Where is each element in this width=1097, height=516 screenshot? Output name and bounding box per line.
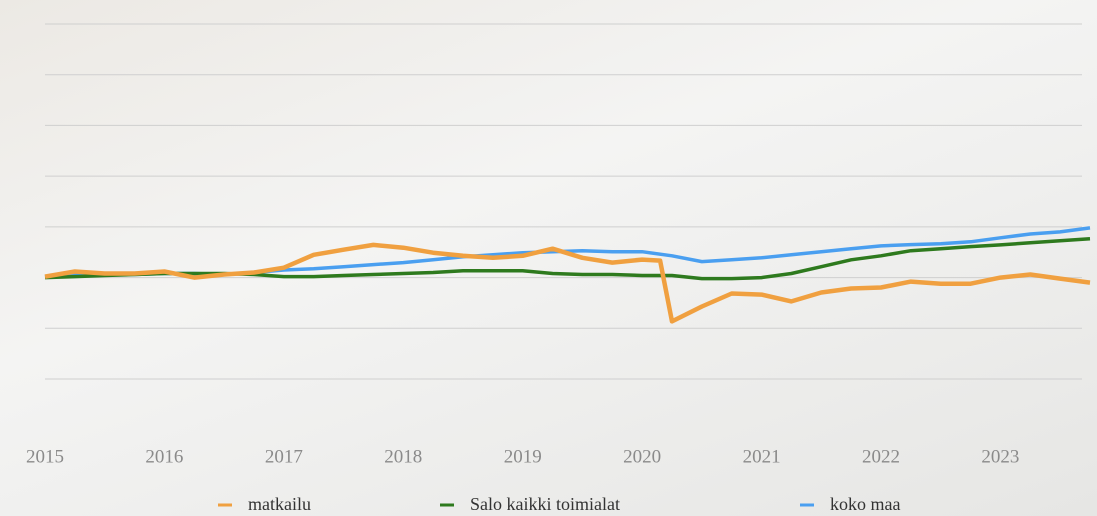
x-tick-label: 2021 <box>743 446 781 467</box>
x-tick-label: 2022 <box>862 446 900 467</box>
x-tick-label: 2018 <box>384 446 422 467</box>
x-tick-label: 2023 <box>981 446 1019 467</box>
x-tick-label: 2017 <box>265 446 303 467</box>
x-tick-label: 2019 <box>504 446 542 467</box>
legend-label: koko maa <box>830 494 900 514</box>
legend-label: Salo kaikki toimialat <box>470 494 620 514</box>
x-tick-label: 2016 <box>145 446 183 467</box>
legend-label: matkailu <box>248 494 311 514</box>
x-tick-label: 2020 <box>623 446 661 467</box>
x-tick-label: 2015 <box>26 446 64 467</box>
line <box>45 245 1090 322</box>
chart: 2015 2016 2017 2018 2019 2020 2021 2022 2023 matk… <box>0 0 1097 516</box>
